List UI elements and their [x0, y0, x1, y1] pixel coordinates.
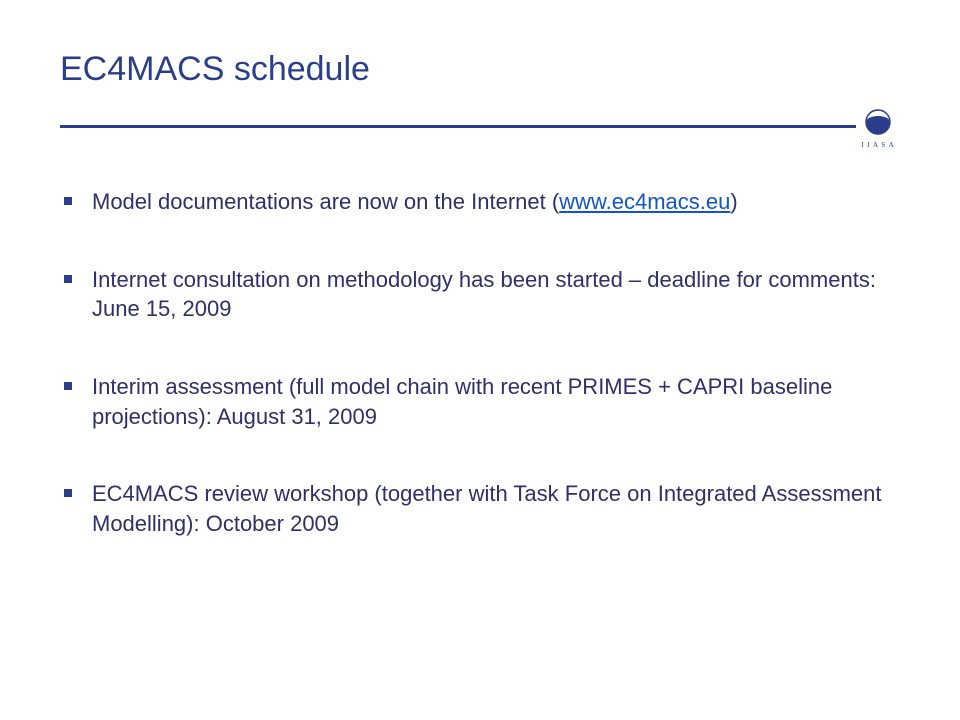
bullet-text: Model documentations are now on the Inte…	[92, 189, 738, 214]
bullet-icon	[64, 275, 72, 283]
bullet-text-post: )	[730, 189, 737, 214]
bullet-icon	[64, 489, 72, 497]
bullet-text: Internet consultation on methodology has…	[92, 267, 876, 322]
globe-icon: I I A S A	[856, 107, 900, 151]
divider-line	[60, 125, 900, 128]
list-item: Model documentations are now on the Inte…	[60, 187, 900, 217]
list-item: EC4MACS review workshop (together with T…	[60, 479, 900, 538]
bullet-icon	[64, 382, 72, 390]
list-item: Internet consultation on methodology has…	[60, 265, 900, 324]
slide: EC4MACS schedule I I A S A Model documen…	[0, 0, 960, 720]
bullet-text: EC4MACS review workshop (together with T…	[92, 481, 882, 536]
bullet-text-pre: Model documentations are now on the Inte…	[92, 189, 559, 214]
bullet-icon	[64, 197, 72, 205]
list-item: Interim assessment (full model chain wit…	[60, 372, 900, 431]
bullet-list: Model documentations are now on the Inte…	[60, 187, 900, 539]
iiasa-logo: I I A S A	[856, 107, 900, 151]
slide-title: EC4MACS schedule	[60, 50, 900, 89]
bullet-text: Interim assessment (full model chain wit…	[92, 374, 832, 429]
svg-text:I I A S A: I I A S A	[861, 141, 895, 149]
divider-region: I I A S A	[60, 117, 900, 157]
ec4macs-link[interactable]: www.ec4macs.eu	[559, 189, 730, 214]
